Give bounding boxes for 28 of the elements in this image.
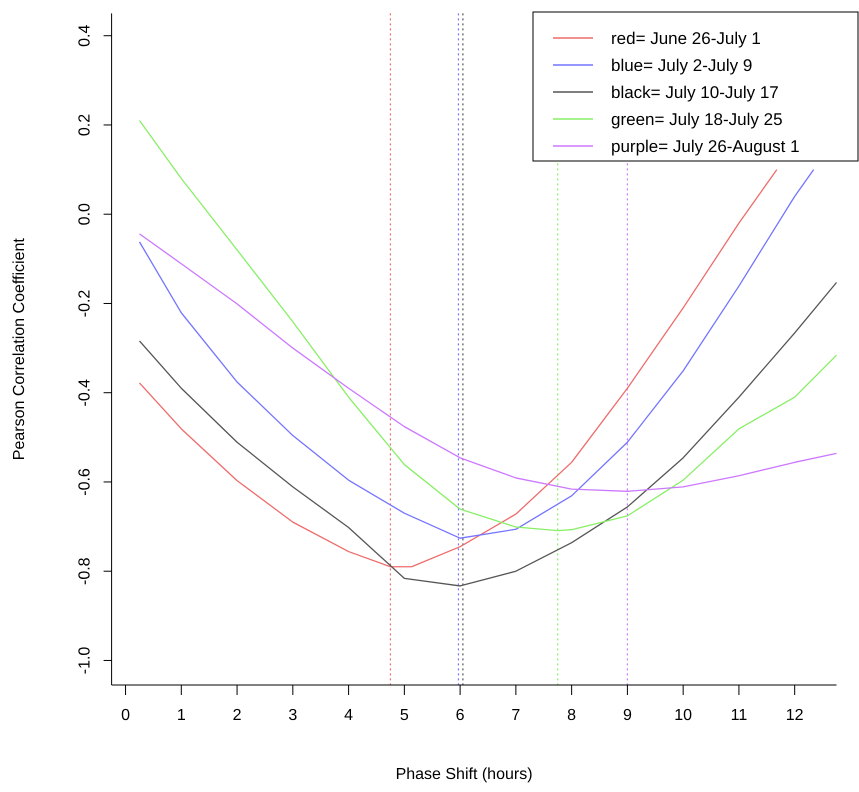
x-axis-title: Phase Shift (hours) — [396, 766, 533, 783]
y-tick-label: -0.6 — [76, 468, 94, 496]
x-tick-label: 5 — [400, 707, 409, 724]
y-tick-label: 0.0 — [76, 202, 94, 226]
legend-label: green= July 18-July 25 — [611, 110, 783, 129]
y-tick-label: -1.0 — [76, 646, 94, 674]
x-tick-label: 2 — [232, 707, 242, 724]
y-axis-title: Pearson Correlation Coefficient — [11, 238, 28, 460]
y-tick-label: 0.4 — [76, 24, 94, 47]
x-tick-label: 4 — [344, 707, 354, 724]
x-tick-label: 3 — [288, 707, 298, 724]
x-tick-label: 1 — [176, 707, 186, 724]
x-tick-label: 11 — [730, 707, 748, 724]
y-tick-label: 0.2 — [76, 114, 94, 136]
y-tick-label: -0.2 — [76, 290, 94, 318]
x-tick-label: 10 — [674, 707, 692, 724]
x-tick-label: 7 — [511, 707, 520, 724]
x-tick-label: 6 — [456, 707, 465, 724]
legend-label: purple= July 26-August 1 — [611, 137, 800, 156]
x-tick-label: 12 — [786, 707, 804, 724]
x-tick-label: 9 — [622, 707, 632, 724]
y-tick-label: -0.8 — [76, 557, 94, 585]
y-tick-label: -0.4 — [76, 378, 94, 406]
x-tick-label: 0 — [121, 707, 130, 724]
legend-label: red= June 26-July 1 — [611, 29, 761, 48]
legend-label: blue= July 2-July 9 — [611, 56, 752, 75]
legend-label: black= July 10-July 17 — [611, 83, 779, 102]
x-tick-label: 8 — [567, 707, 576, 724]
